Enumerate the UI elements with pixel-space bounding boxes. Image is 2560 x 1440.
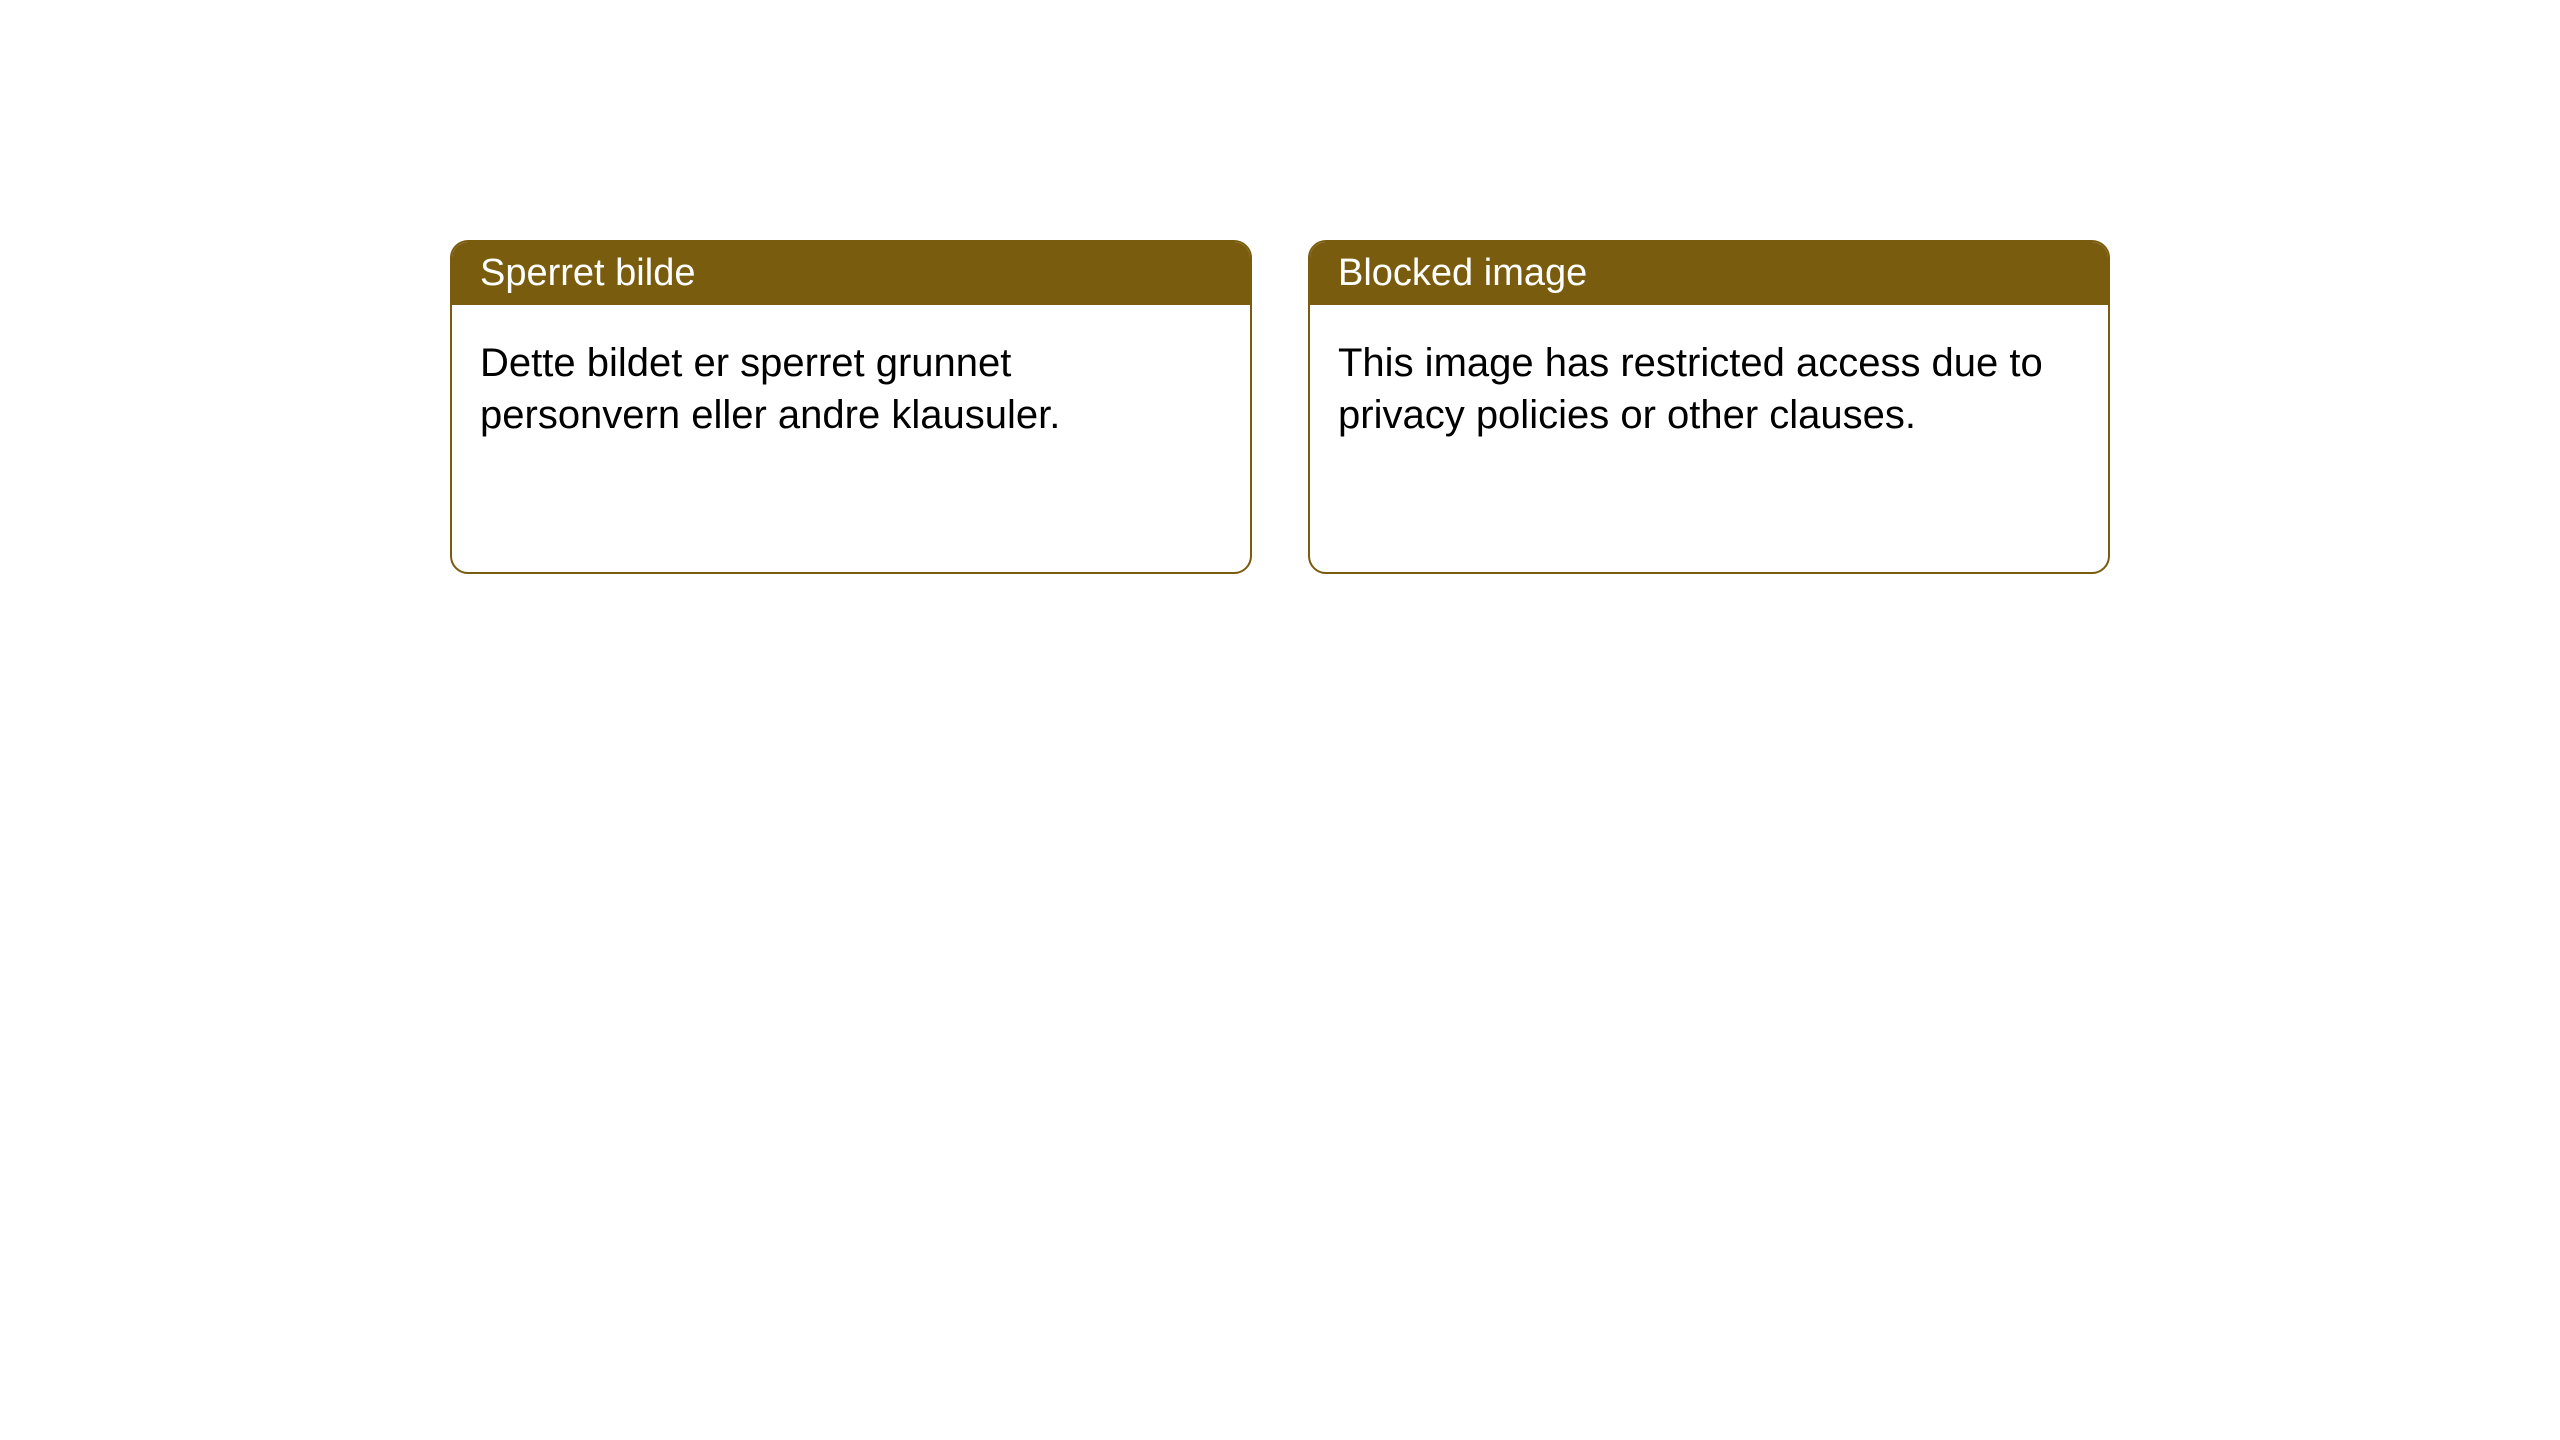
notice-body-text: Dette bildet er sperret grunnet personve… [480, 341, 1060, 437]
notice-body: Dette bildet er sperret grunnet personve… [452, 305, 1250, 473]
notices-container: Sperret bilde Dette bildet er sperret gr… [0, 0, 2560, 574]
notice-body-text: This image has restricted access due to … [1338, 341, 2043, 437]
notice-header: Blocked image [1310, 242, 2108, 305]
notice-header: Sperret bilde [452, 242, 1250, 305]
notice-body: This image has restricted access due to … [1310, 305, 2108, 473]
notice-title: Sperret bilde [480, 252, 695, 294]
notice-title: Blocked image [1338, 252, 1587, 294]
notice-box-english: Blocked image This image has restricted … [1308, 240, 2110, 574]
notice-box-norwegian: Sperret bilde Dette bildet er sperret gr… [450, 240, 1252, 574]
